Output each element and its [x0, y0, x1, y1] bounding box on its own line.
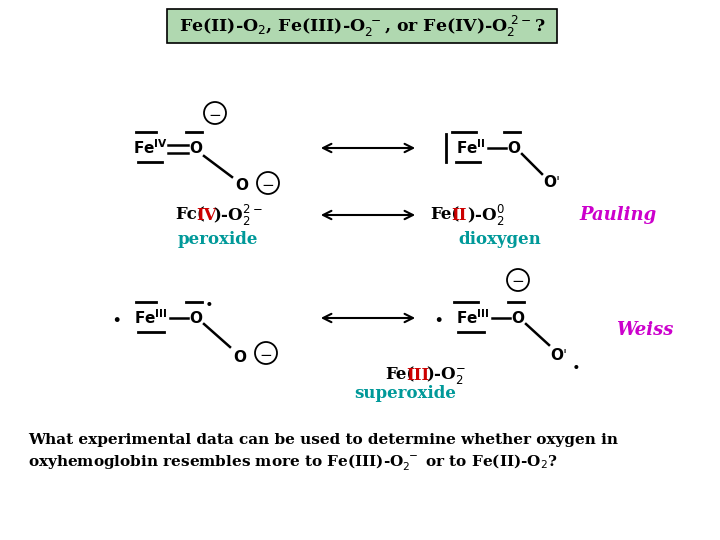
- Text: $\mathbf{O}$: $\mathbf{O}$: [235, 177, 249, 193]
- Text: $\mathbf{O}$: $\mathbf{O}$: [507, 140, 521, 156]
- Text: $\mathbf{O}$': $\mathbf{O}$': [550, 347, 568, 363]
- Text: $\mathbf{O}$: $\mathbf{O}$: [511, 310, 525, 326]
- Text: $-$: $-$: [208, 105, 222, 120]
- Text: Fe(II)-O$_2$, Fe(III)-O$_2^{\ -}$, or Fe(IV)-O$_2^{\ 2-}$?: Fe(II)-O$_2$, Fe(III)-O$_2^{\ -}$, or Fe…: [179, 14, 545, 38]
- Text: Fc(: Fc(: [175, 206, 204, 224]
- Text: $\mathbf{Fe}^{\mathbf{III}}$: $\mathbf{Fe}^{\mathbf{III}}$: [456, 309, 490, 327]
- Text: superoxide: superoxide: [354, 384, 456, 402]
- Text: Weiss: Weiss: [616, 321, 674, 339]
- Text: $\mathbf{Fe}^{\mathbf{III}}$: $\mathbf{Fe}^{\mathbf{III}}$: [134, 309, 168, 327]
- Text: $\mathbf{O}$: $\mathbf{O}$: [189, 310, 203, 326]
- Text: peroxide: peroxide: [178, 232, 258, 248]
- Text: III: III: [406, 367, 429, 383]
- FancyBboxPatch shape: [167, 9, 557, 43]
- Text: $-$: $-$: [511, 273, 525, 287]
- Text: $-$: $-$: [259, 346, 273, 361]
- Text: )-O$_2^{-}$: )-O$_2^{-}$: [426, 364, 466, 386]
- Text: $\mathbf{Fe}^{\mathbf{IV}}$: $\mathbf{Fe}^{\mathbf{IV}}$: [133, 139, 168, 157]
- Text: Pauling: Pauling: [580, 206, 657, 224]
- Text: $\mathbf{Fe}^{\mathbf{II}}$: $\mathbf{Fe}^{\mathbf{II}}$: [456, 139, 486, 157]
- Text: )-O$_2^{2-}$: )-O$_2^{2-}$: [213, 202, 263, 227]
- Text: $\bullet$: $\bullet$: [571, 358, 579, 372]
- Text: IV: IV: [196, 206, 217, 224]
- Text: $\bullet$: $\bullet$: [111, 309, 121, 327]
- Text: $\mathbf{O}$: $\mathbf{O}$: [189, 140, 203, 156]
- Text: )-O$_2^{0}$: )-O$_2^{0}$: [467, 202, 505, 227]
- Text: Fe(: Fe(: [385, 367, 414, 383]
- Text: What experimental data can be used to determine whether oxygen in: What experimental data can be used to de…: [28, 433, 618, 447]
- Text: Fe(: Fe(: [430, 206, 459, 224]
- Text: $\mathbf{O}$': $\mathbf{O}$': [543, 174, 561, 190]
- Text: dioxygen: dioxygen: [459, 232, 541, 248]
- Text: $\bullet$: $\bullet$: [433, 309, 443, 327]
- Text: $-$: $-$: [261, 176, 274, 191]
- Text: $\bullet$: $\bullet$: [204, 295, 212, 309]
- Text: oxyhemoglobin resembles more to Fe(III)-O$_2^{\ -}$ or to Fe(II)-O$_2$?: oxyhemoglobin resembles more to Fe(III)-…: [28, 453, 558, 473]
- Text: $\mathbf{O}$: $\mathbf{O}$: [233, 349, 247, 365]
- Text: II: II: [451, 206, 467, 224]
